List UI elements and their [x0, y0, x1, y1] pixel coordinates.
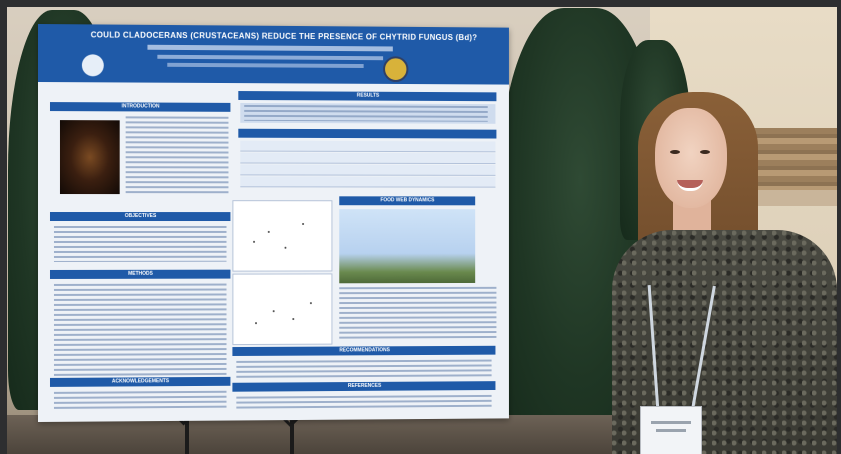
easel-leg-right — [290, 410, 294, 454]
plot-point — [267, 230, 270, 233]
research-poster: COULD CLADOCERANS (CRUSTACEANS) REDUCE T… — [38, 24, 509, 422]
poster-title: COULD CLADOCERANS (CRUSTACEANS) REDUCE T… — [90, 30, 478, 43]
food-web-heading: FOOD WEB DYNAMICS — [339, 196, 476, 206]
food-web-text — [339, 286, 497, 341]
poster-affiliations — [157, 54, 384, 61]
objectives-heading: OBJECTIVES — [49, 212, 231, 222]
food-web-diagram — [339, 209, 476, 284]
plot-point — [309, 302, 312, 305]
poster-affiliations-2 — [167, 62, 364, 68]
scatter-plot-bottom — [232, 273, 333, 346]
recommendations-heading: RECOMMENDATIONS — [232, 345, 496, 356]
poster-authors — [147, 44, 393, 52]
plot-point — [284, 246, 287, 249]
acknowledgements-text — [53, 390, 227, 410]
plot-point — [302, 223, 305, 225]
plot-point — [255, 322, 257, 325]
frame-border-left — [0, 0, 7, 454]
methods-heading: METHODS — [49, 269, 231, 279]
scatter-plot-top — [232, 200, 333, 272]
person-face — [655, 108, 727, 208]
table-row — [240, 152, 496, 165]
plot-point — [292, 318, 295, 321]
easel-leg-left — [185, 410, 189, 454]
fungus-microscope-photo — [59, 120, 120, 195]
university-logo-left — [81, 54, 104, 77]
intro-heading: INTRODUCTION — [49, 102, 231, 112]
results-heading: RESULTS — [238, 91, 497, 102]
frame-border-top — [0, 0, 841, 7]
plot-point — [272, 310, 275, 313]
person-eye-right — [700, 150, 710, 154]
person-eye-left — [670, 150, 680, 154]
acknowledgements-heading: ACKNOWLEDGEMENTS — [49, 376, 231, 387]
results-summary-text — [244, 104, 488, 122]
poster-header: COULD CLADOCERANS (CRUSTACEANS) REDUCE T… — [38, 24, 509, 85]
table-row — [240, 140, 496, 153]
references-heading: REFERENCES — [232, 381, 496, 392]
badge-text — [651, 421, 691, 424]
plot-point — [253, 240, 256, 243]
references-text — [236, 394, 492, 411]
methods-text — [53, 283, 227, 376]
badge-text — [656, 429, 686, 432]
objectives-text — [53, 225, 227, 262]
person-smile — [677, 180, 703, 191]
table-row — [240, 176, 496, 188]
frame-border-right — [837, 0, 841, 454]
intro-text — [125, 116, 229, 197]
results-table-heading — [238, 128, 497, 139]
name-badge — [640, 406, 702, 454]
recommendations-text — [236, 359, 492, 379]
table-row — [240, 164, 496, 176]
university-logo-right — [383, 56, 409, 83]
